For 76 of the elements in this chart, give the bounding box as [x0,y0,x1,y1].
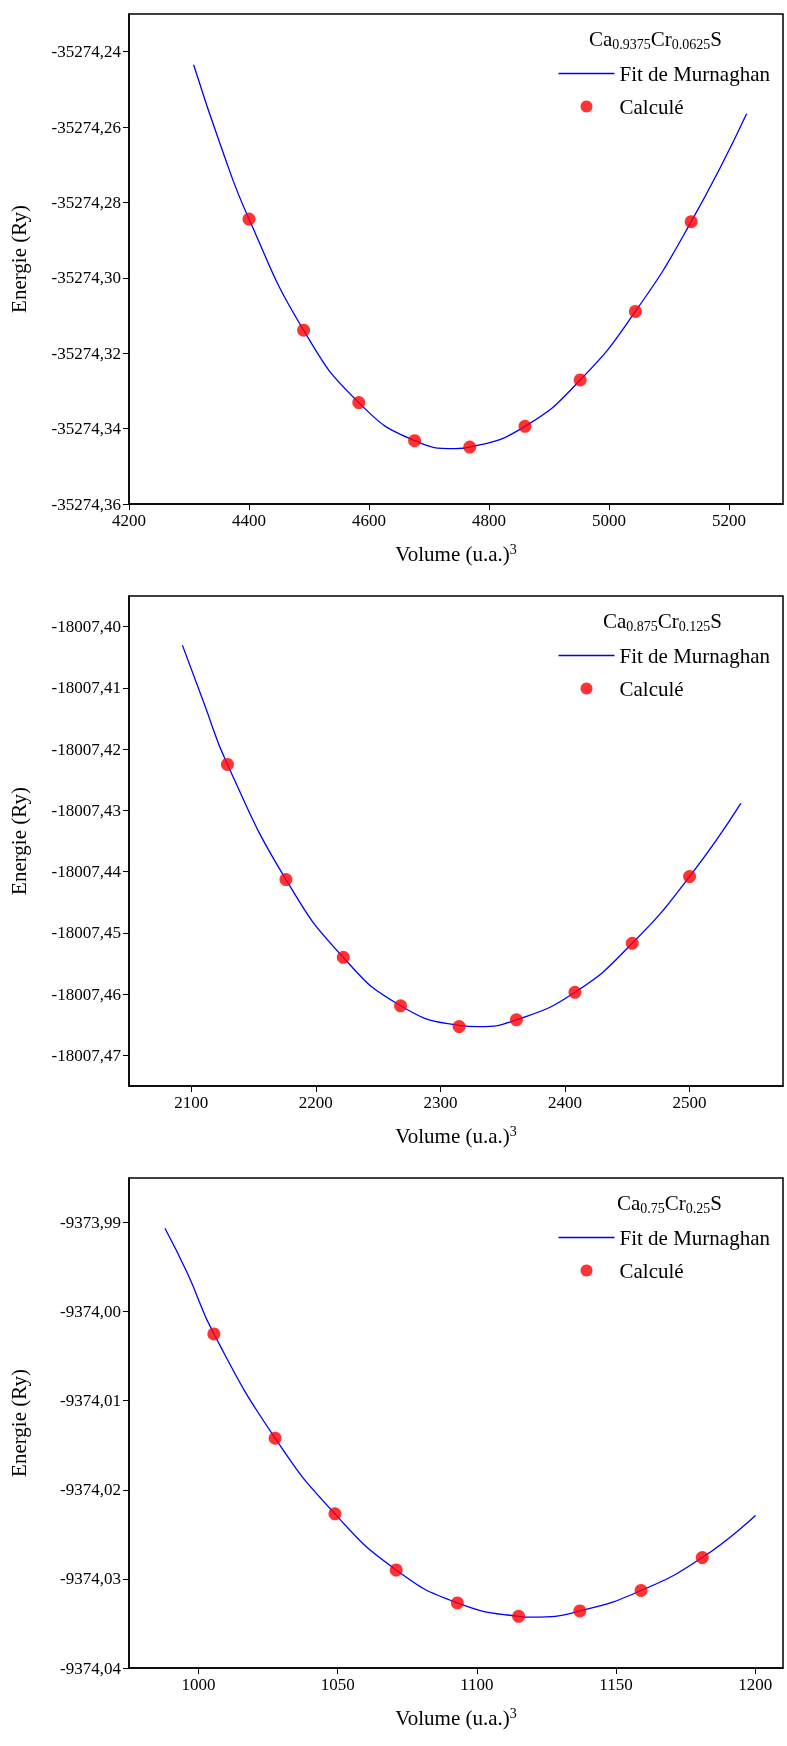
y-tick-label: -9373,99 [60,1213,121,1233]
x-tick-label: 2400 [548,1093,582,1112]
y-tick-label: -18007,44 [51,862,122,882]
y-tick-label: -35274,36 [51,494,121,514]
x-tick-label: 1100 [460,1675,494,1694]
x-tick-label: 2100 [174,1093,209,1112]
x-tick-label: 4200 [112,511,146,530]
y-tick-label: -18007,41 [51,678,121,698]
y-tick-label: -18007,47 [51,1045,122,1065]
point [207,1327,221,1341]
point [512,1609,526,1623]
point [352,396,366,410]
y-tick-label: -35274,24 [51,42,122,62]
y-tick-label: -18007,42 [51,739,121,759]
y-tick-label: -9374,01 [60,1391,121,1411]
point [573,373,587,387]
point [634,1583,648,1597]
y-tick-label: -35274,28 [51,192,121,212]
x-tick-label: 4400 [232,511,266,530]
point [509,1013,523,1027]
point [408,434,422,448]
legend-title: Ca0.75Cr0.25S [616,1191,723,1216]
point [336,950,350,964]
x-tick-label: 5000 [592,511,626,530]
y-tick-label: -35274,32 [51,343,121,363]
x-tick-label: 2200 [298,1093,333,1112]
y-axis-title: Energie (Ry) [6,205,31,313]
y-tick-label: -18007,46 [51,984,121,1004]
x-tick-label: 4600 [352,511,386,530]
point [268,1431,282,1445]
point [450,1596,464,1610]
point [463,440,477,454]
legend-label: Calculé [619,1258,684,1283]
point [683,870,697,884]
x-tick-label: 1200 [738,1675,773,1694]
legend-label: Fit de Murnaghan [619,61,771,86]
y-tick-label: -9374,00 [60,1302,121,1322]
point [628,304,642,318]
point [389,1563,403,1577]
point [518,419,532,433]
point [242,212,256,226]
point [279,873,293,887]
y-tick-label: -9374,04 [60,1658,122,1678]
legend-label: Fit de Murnaghan [619,643,771,668]
x-tick-label: 2300 [423,1093,458,1112]
legend-title: Ca0.9375Cr0.0625S [588,27,723,52]
y-tick-label: -18007,40 [51,617,121,637]
y-tick-label: -9374,03 [60,1569,121,1589]
y-tick-label: -9374,02 [60,1480,121,1500]
y-tick-label: -35274,34 [51,419,122,439]
point [568,985,582,999]
y-tick-label: -18007,43 [51,800,121,820]
point [328,1507,342,1521]
y-tick-label: -35274,26 [51,117,121,137]
x-tick-label: 4800 [472,511,506,530]
legend-title: Ca0.875Cr0.125S [602,609,723,634]
x-tick-label: 2500 [672,1093,707,1112]
point [452,1020,466,1034]
legend-label: Fit de Murnaghan [619,1225,771,1250]
y-axis-title: Energie (Ry) [6,1369,31,1477]
point [573,1604,587,1618]
point [625,936,639,950]
legend-label: Calculé [619,94,684,119]
y-axis-title: Energie (Ry) [6,787,31,895]
x-tick-label: 5200 [712,511,746,530]
point [695,1551,709,1565]
y-tick-label: -18007,45 [51,923,121,943]
legend-label: Calculé [619,676,684,701]
x-tick-label: 1050 [320,1675,355,1694]
x-tick-label: 1150 [599,1675,633,1694]
y-tick-label: -35274,30 [51,268,121,288]
point [297,323,311,337]
point [684,215,698,229]
point [394,999,408,1013]
point [220,757,234,771]
x-tick-label: 1000 [181,1675,216,1694]
